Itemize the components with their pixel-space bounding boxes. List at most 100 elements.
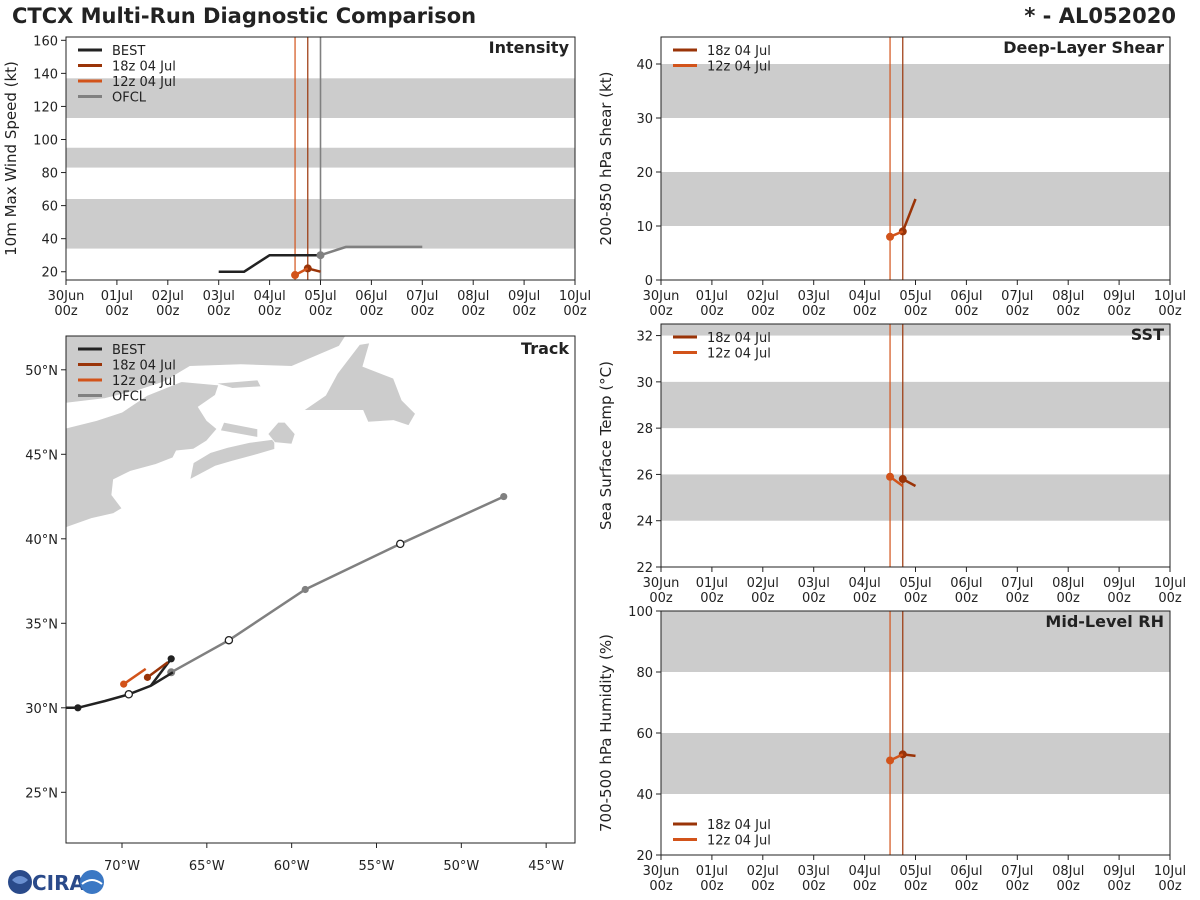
y-axis-label: 700-500 hPa Humidity (%)	[597, 634, 615, 832]
track-point-filled	[120, 680, 128, 688]
x-tick-sublabel: 00z	[955, 879, 979, 894]
logo-emblem-icon	[80, 870, 104, 894]
legend-label: BEST	[112, 44, 145, 59]
y-tick-label: 140	[33, 67, 58, 82]
x-tick-sublabel: 00z	[1158, 879, 1182, 894]
legend-label: 18z 04 Jul	[707, 44, 771, 59]
track-point-filled	[500, 492, 508, 501]
land-mass	[302, 342, 416, 427]
track-map-layer	[66, 336, 508, 712]
x-tick-label: 10Jul	[559, 289, 591, 304]
x-tick-sublabel: 00z	[309, 304, 333, 319]
x-tick-label: 04Jul	[848, 289, 880, 304]
x-tick-label: 03Jul	[203, 289, 235, 304]
x-tick-label: 01Jul	[696, 864, 728, 879]
series-line-ofcl	[320, 245, 423, 257]
x-tick-sublabel: 00z	[853, 591, 877, 606]
x-tick-sublabel: 00z	[853, 879, 877, 894]
x-tick-label: 02Jul	[747, 864, 779, 879]
chart-title: CTCX Multi-Run Diagnostic Comparison	[12, 4, 477, 28]
y-tick-label: 26	[636, 468, 653, 483]
x-tick-label: 09Jul	[1103, 576, 1135, 591]
x-tick-label: 02Jul	[747, 576, 779, 591]
lat-tick-label: 30°N	[25, 702, 58, 717]
legend-label: BEST	[112, 343, 145, 358]
panel-title: Deep-Layer Shear	[1003, 38, 1164, 57]
x-tick-label: 07Jul	[1001, 576, 1033, 591]
lon-tick-label: 60°W	[274, 859, 310, 874]
logo-swirl-icon	[12, 876, 28, 884]
x-tick-sublabel: 00z	[258, 304, 282, 319]
legend-label: 18z 04 Jul	[707, 331, 771, 346]
land-mass	[66, 381, 220, 528]
x-tick-sublabel: 00z	[1107, 304, 1131, 319]
lat-tick-label: 35°N	[25, 617, 58, 632]
y-tick-label: 80	[41, 167, 58, 182]
y-axis-label: Sea Surface Temp (°C)	[597, 361, 615, 530]
shaded-band	[661, 381, 1170, 429]
x-tick-sublabel: 00z	[700, 591, 724, 606]
lon-tick-label: 55°W	[359, 859, 395, 874]
x-tick-label: 02Jul	[747, 289, 779, 304]
y-tick-label: 40	[636, 788, 653, 803]
x-tick-label: 30Jun	[48, 289, 85, 304]
shaded-band	[661, 64, 1170, 118]
x-tick-label: 09Jul	[1103, 289, 1135, 304]
track-point-open	[224, 635, 234, 645]
y-tick-label: 60	[41, 200, 58, 215]
x-tick-label: 04Jul	[848, 576, 880, 591]
y-tick-label: 100	[33, 133, 58, 148]
x-tick-sublabel: 00z	[563, 304, 587, 319]
track-panel: 70°W 65°W 60°W 55°W 50°W 45°W 25°N 30°N 35°N 40°N…	[25, 335, 576, 874]
x-tick-sublabel: 00z	[1006, 304, 1030, 319]
x-tick-sublabel: 00z	[1158, 304, 1182, 319]
x-tick-sublabel: 00z	[751, 879, 775, 894]
track-point-filled	[74, 704, 82, 712]
x-tick-sublabel: 00z	[207, 304, 231, 319]
x-tick-label: 06Jul	[950, 576, 982, 591]
x-tick-sublabel: 00z	[512, 304, 536, 319]
x-tick-sublabel: 00z	[955, 304, 979, 319]
x-tick-sublabel: 00z	[904, 879, 928, 894]
shaded-band	[661, 324, 1170, 336]
shaded-band	[661, 733, 1170, 794]
y-tick-label: 20	[41, 266, 58, 281]
shaded-band	[661, 611, 1170, 672]
land-mass	[215, 379, 262, 389]
x-tick-label: 10Jul	[1154, 864, 1186, 879]
storm-id: * - AL052020	[1024, 4, 1176, 28]
track-point-open	[124, 690, 134, 699]
x-tick-label: 05Jul	[899, 864, 931, 879]
panel-title: Intensity	[489, 38, 570, 57]
x-tick-label: 30Jun	[643, 864, 680, 879]
track-line-run12z	[122, 667, 147, 686]
track-line-run18z	[146, 661, 169, 679]
x-tick-sublabel: 00z	[1107, 879, 1131, 894]
x-tick-label: 30Jun	[643, 576, 680, 591]
y-tick-label: 40	[636, 58, 653, 73]
track-point-open	[395, 539, 405, 549]
data-point	[316, 251, 325, 260]
x-tick-sublabel: 00z	[1006, 591, 1030, 606]
x-tick-label: 07Jul	[1001, 864, 1033, 879]
y-tick-label: 40	[41, 233, 58, 248]
track-point-filled	[167, 655, 175, 663]
x-tick-label: 06Jul	[355, 289, 387, 304]
x-tick-sublabel: 00z	[700, 304, 724, 319]
cira-logo: CIRA	[8, 870, 104, 895]
lat-tick-label: 25°N	[25, 786, 58, 801]
logo-text: CIRA	[32, 871, 86, 895]
x-tick-label: 10Jul	[1154, 289, 1186, 304]
y-tick-label: 28	[636, 422, 653, 437]
x-tick-label: 08Jul	[1052, 289, 1084, 304]
y-axis-label: 200-850 hPa Shear (kt)	[597, 72, 615, 246]
y-tick-label: 30	[636, 112, 653, 127]
data-point	[886, 232, 895, 241]
track-line-ofcl	[170, 495, 505, 674]
track-point-filled	[301, 585, 309, 594]
y-tick-label: 120	[33, 100, 58, 115]
x-tick-sublabel: 00z	[1057, 304, 1081, 319]
legend-label: 18z 04 Jul	[707, 818, 771, 833]
x-tick-label: 02Jul	[152, 289, 184, 304]
x-tick-label: 08Jul	[1052, 576, 1084, 591]
